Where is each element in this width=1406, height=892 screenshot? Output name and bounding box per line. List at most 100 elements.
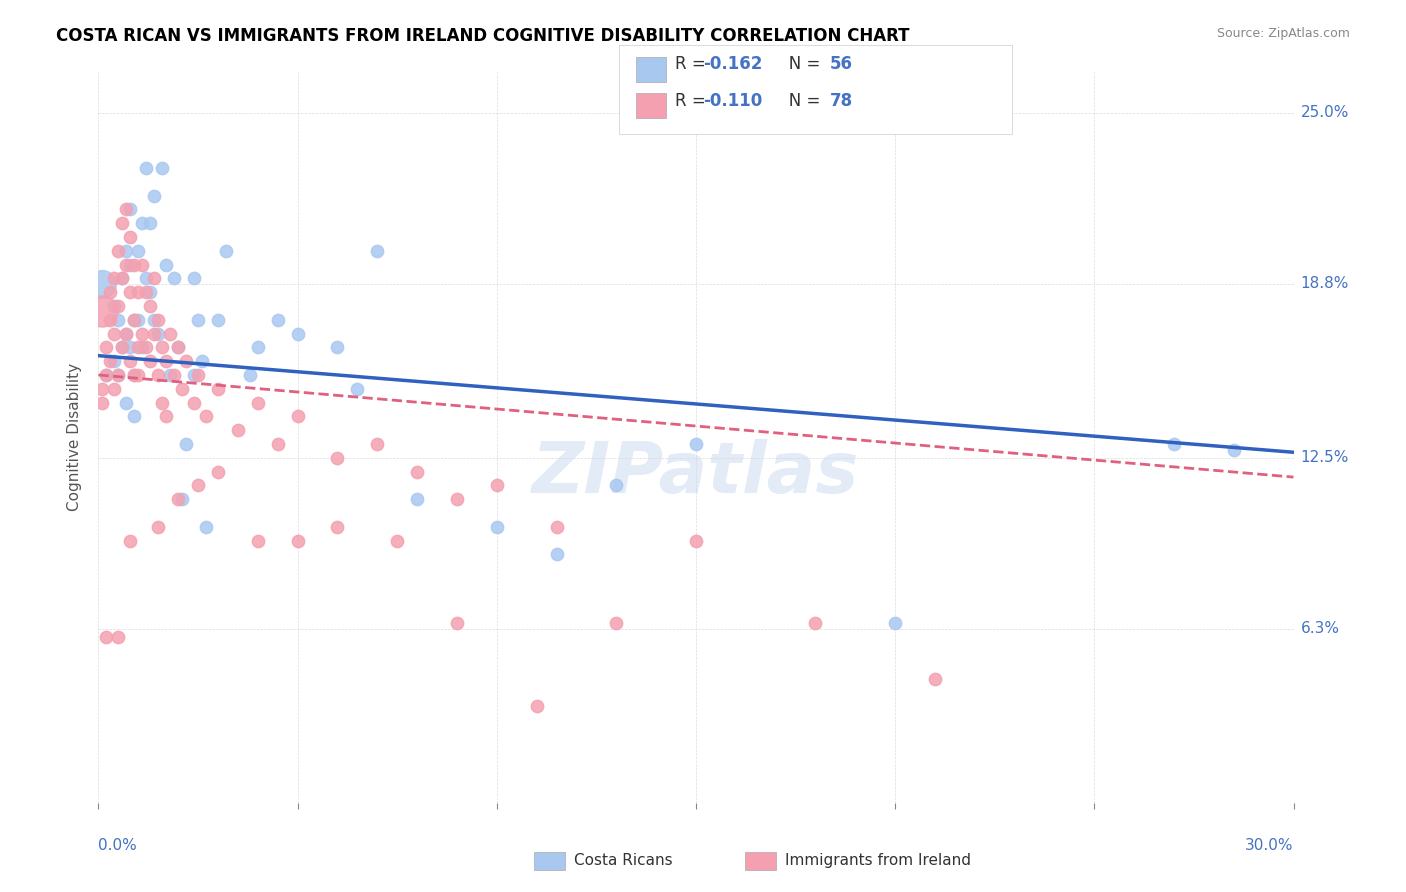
Text: Source: ZipAtlas.com: Source: ZipAtlas.com — [1216, 27, 1350, 40]
Point — [111, 340, 134, 354]
Point — [107, 299, 129, 313]
Point — [267, 437, 290, 451]
Text: 18.8%: 18.8% — [1301, 277, 1348, 292]
Point — [150, 395, 173, 409]
Point — [96, 368, 118, 382]
Point — [187, 478, 209, 492]
Point — [685, 437, 707, 451]
Point — [139, 285, 162, 300]
Point — [191, 354, 214, 368]
Point — [346, 382, 368, 396]
Point — [127, 285, 149, 300]
Point — [98, 285, 122, 300]
Point — [287, 533, 309, 548]
Point — [120, 354, 142, 368]
Point — [195, 520, 218, 534]
Point — [385, 533, 409, 548]
Point — [246, 340, 269, 354]
Point — [120, 202, 142, 217]
Point — [135, 161, 157, 175]
Text: 6.3%: 6.3% — [1301, 622, 1340, 636]
Text: R =: R = — [675, 92, 711, 110]
Text: 56: 56 — [830, 55, 852, 73]
Point — [107, 368, 129, 382]
Point — [131, 326, 153, 341]
Point — [91, 395, 114, 409]
Point — [127, 244, 149, 258]
Point — [103, 326, 125, 341]
Point — [446, 616, 468, 631]
Point — [111, 216, 134, 230]
Point — [107, 630, 129, 644]
Point — [107, 244, 129, 258]
Point — [172, 492, 194, 507]
Point — [207, 312, 229, 326]
Point — [183, 368, 205, 382]
Point — [183, 271, 205, 285]
Point — [366, 244, 388, 258]
Text: 78: 78 — [830, 92, 852, 110]
Point — [1223, 442, 1246, 457]
Point — [187, 312, 209, 326]
Y-axis label: Cognitive Disability: Cognitive Disability — [67, 363, 83, 511]
Point — [143, 312, 166, 326]
Point — [120, 230, 142, 244]
Point — [120, 340, 142, 354]
Point — [287, 409, 309, 424]
Point — [115, 326, 138, 341]
Point — [124, 368, 146, 382]
Point — [155, 258, 177, 272]
Text: -0.110: -0.110 — [703, 92, 762, 110]
Point — [605, 616, 627, 631]
Point — [103, 354, 125, 368]
Point — [246, 395, 269, 409]
Point — [115, 258, 138, 272]
Point — [139, 354, 162, 368]
Point — [111, 340, 134, 354]
Point — [143, 326, 166, 341]
Point — [120, 533, 142, 548]
Point — [131, 216, 153, 230]
Point — [174, 354, 197, 368]
Point — [96, 368, 118, 382]
Point — [124, 258, 146, 272]
Point — [183, 395, 205, 409]
Point — [546, 548, 568, 562]
Point — [148, 368, 170, 382]
Point — [167, 492, 190, 507]
Text: 12.5%: 12.5% — [1301, 450, 1348, 466]
Point — [127, 312, 149, 326]
Point — [103, 271, 125, 285]
Point — [91, 304, 114, 318]
Point — [267, 312, 290, 326]
Point — [148, 520, 170, 534]
Point — [1163, 437, 1185, 451]
Point — [150, 161, 173, 175]
Point — [115, 244, 138, 258]
Point — [326, 520, 349, 534]
Point — [143, 271, 166, 285]
Point — [135, 285, 157, 300]
Point — [115, 326, 138, 341]
Point — [215, 244, 238, 258]
Point — [366, 437, 388, 451]
Point — [143, 188, 166, 202]
Point — [91, 277, 114, 291]
Text: 30.0%: 30.0% — [1246, 838, 1294, 853]
Point — [207, 382, 229, 396]
Point — [120, 285, 142, 300]
Point — [103, 382, 125, 396]
Point — [127, 368, 149, 382]
Point — [139, 216, 162, 230]
Point — [124, 409, 146, 424]
Point — [107, 368, 129, 382]
Text: Costa Ricans: Costa Ricans — [574, 854, 672, 868]
Point — [167, 340, 190, 354]
Point — [131, 258, 153, 272]
Point — [163, 271, 186, 285]
Point — [111, 271, 134, 285]
Point — [226, 423, 249, 437]
Point — [924, 672, 946, 686]
Point — [239, 368, 262, 382]
Point — [124, 368, 146, 382]
